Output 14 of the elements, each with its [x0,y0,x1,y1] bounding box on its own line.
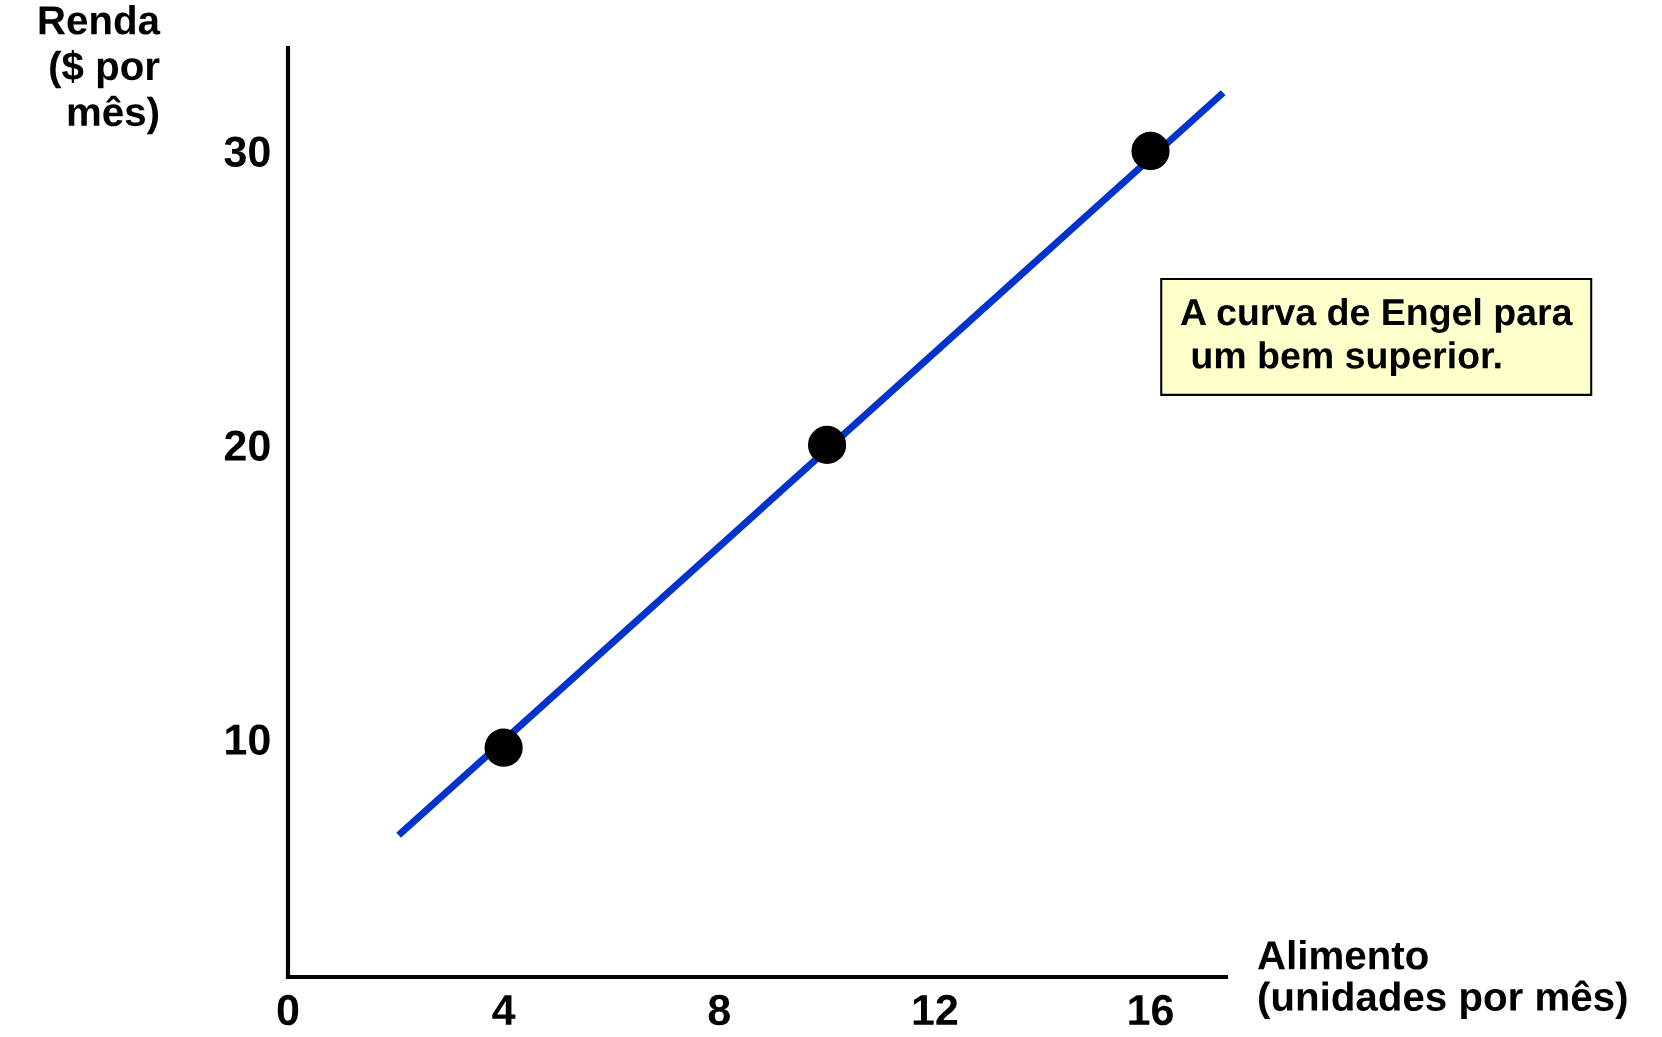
point [808,425,847,464]
y-axis-title: Renda ($ por mês) [39,5,161,135]
x-tick-label: 8 [708,994,730,1026]
x-tick-label: 0 [277,994,299,1026]
point [484,728,523,767]
y-tick-label: 30 [224,136,270,167]
x-tick-label: 12 [913,994,958,1025]
x-tick-label: 4 [492,995,516,1025]
y-tick-label: 20 [224,430,270,461]
annotation: A curva de Engel para um bem superior. [1180,297,1573,377]
x-axis-title: Alimento (unidades por mês) [1258,940,1627,1019]
x-tick-label: 16 [1129,994,1173,1026]
y-tick-label: 10 [226,724,270,755]
point [1131,131,1170,170]
